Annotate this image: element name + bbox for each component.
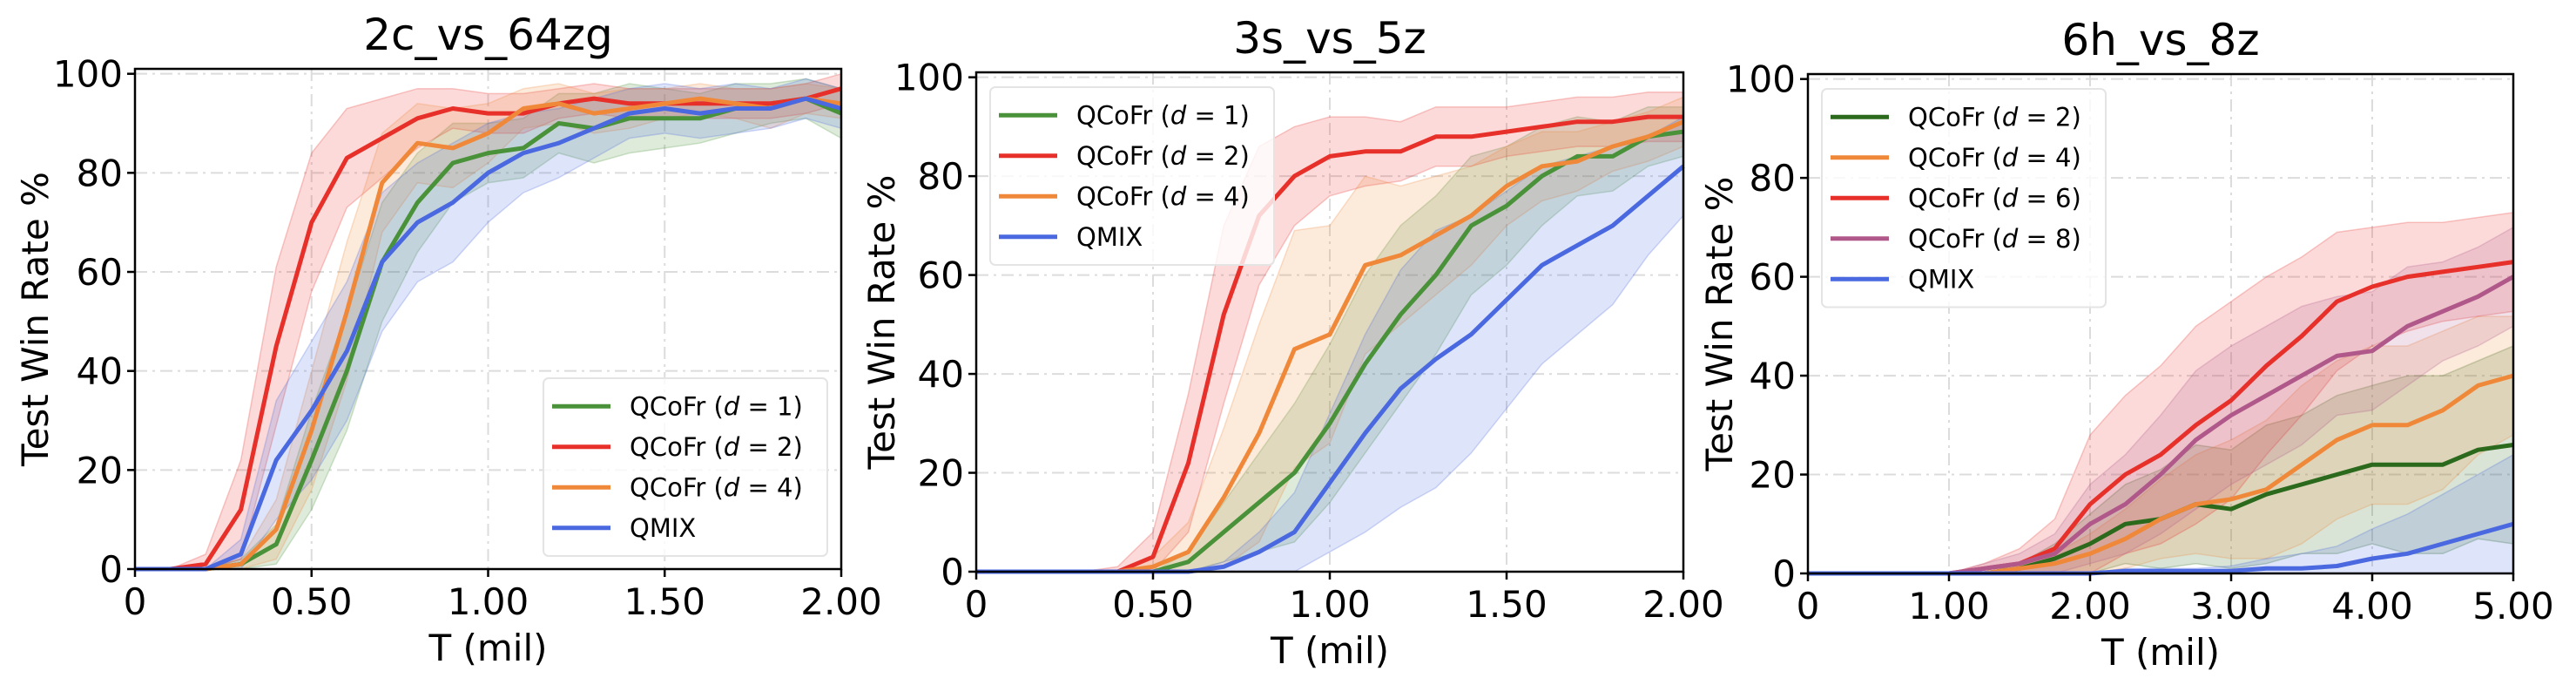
legend-item: QCoFr (d = 8) <box>1831 224 2081 254</box>
y-tick-label: 100 <box>894 57 964 99</box>
y-tick-label: 20 <box>1750 454 1796 497</box>
x-tick-label: 5.00 <box>2472 585 2554 627</box>
y-tick-label: 100 <box>1726 58 1796 101</box>
legend-box <box>543 377 828 557</box>
y-tick-label: 80 <box>918 155 964 198</box>
x-tick-label: 2.00 <box>800 580 882 623</box>
y-tick-label: 40 <box>918 353 964 396</box>
legend-label: QCoFr (d = 2) <box>1908 102 2081 132</box>
legend-item: QCoFr (d = 4) <box>1831 143 2081 173</box>
x-axis-label: T (mil) <box>428 627 547 669</box>
x-tick-label: 0 <box>124 580 147 623</box>
y-tick-label: 0 <box>941 551 964 593</box>
subplot-1: 0 0.50 1.00 1.50 2.00 0 20 40 60 80 100 2c_vs_64zg T… <box>14 10 882 669</box>
subplot-title: 2c_vs_64zg <box>363 10 613 60</box>
x-tick-label: 1.00 <box>448 580 529 623</box>
legend-item: QCoFr (d = 2) <box>1831 102 2081 132</box>
legend-box <box>989 86 1275 266</box>
y-tick-label: 20 <box>77 449 123 492</box>
y-tick-label: 100 <box>53 53 123 96</box>
x-axis-label: T (mil) <box>1270 629 1389 672</box>
y-tick-label: 80 <box>77 152 123 194</box>
series-line-4 <box>135 96 842 572</box>
y-axis-label: Test Win Rate % <box>1698 177 1741 472</box>
subplot-title: 3s_vs_5z <box>1233 13 1426 64</box>
y-tick-label: 40 <box>77 350 123 393</box>
legend-label: QCoFr (d = 2) <box>1076 141 1250 171</box>
legend-label: QCoFr (d = 2) <box>630 432 803 462</box>
x-tick-label: 1.00 <box>1289 583 1371 626</box>
y-tick-label: 60 <box>918 254 964 297</box>
legend: QCoFr (d = 1) QCoFr (d = 2) QCoFr (d = 4) Q… <box>543 377 828 557</box>
x-tick-label: 0.50 <box>1112 583 1194 626</box>
axes-frame <box>1806 72 2515 575</box>
x-tick-label: 1.50 <box>624 580 705 623</box>
legend-label: QCoFr (d = 1) <box>1076 100 1250 130</box>
x-tick-label: 0 <box>965 583 988 626</box>
legend-label: QCoFr (d = 4) <box>630 472 803 502</box>
legend-item: QMIX <box>1831 264 1974 294</box>
legend-box <box>1821 88 2107 308</box>
legend-label: QMIX <box>1076 222 1143 252</box>
legend: QCoFr (d = 1) QCoFr (d = 2) QCoFr (d = 4) Q… <box>989 86 1275 266</box>
subplot-2: 0 0.50 1.00 1.50 2.00 0 20 40 60 80 100 3s_vs_5z T (… <box>860 13 1724 672</box>
legend-label: QMIX <box>630 513 696 543</box>
x-tick-label: 1.00 <box>1908 585 1990 627</box>
y-axis-label: Test Win Rate % <box>860 175 903 471</box>
legend-item: QCoFr (d = 4) <box>999 181 1250 211</box>
y-tick-label: 80 <box>1750 157 1796 200</box>
legend-label: QCoFr (d = 6) <box>1908 183 2081 213</box>
legend-label: QCoFr (d = 4) <box>1076 181 1250 211</box>
series-line-3 <box>135 96 842 572</box>
legend-label: QCoFr (d = 4) <box>1908 143 2081 173</box>
legend-item: QMIX <box>999 222 1143 252</box>
y-tick-label: 0 <box>99 548 123 591</box>
legend-item: QCoFr (d = 1) <box>999 100 1250 130</box>
legend-item: QCoFr (d = 2) <box>999 141 1250 171</box>
y-tick-label: 0 <box>1772 553 1796 595</box>
legend: QCoFr (d = 2) QCoFr (d = 4) QCoFr (d = 6) Q… <box>1821 88 2107 308</box>
legend-item: QMIX <box>552 513 696 543</box>
subplot-3: 0 1.00 2.00 3.00 4.00 5.00 0 20 40 60 80 100 6h_vs_8… <box>1698 15 2554 674</box>
legend-label: QMIX <box>1908 264 1974 294</box>
legend-item: QCoFr (d = 6) <box>1831 183 2081 213</box>
x-tick-label: 2.00 <box>1642 583 1724 626</box>
legend-label: QCoFr (d = 8) <box>1908 224 2081 254</box>
legend-item: QCoFr (d = 1) <box>552 391 803 421</box>
x-tick-label: 2.00 <box>2049 585 2131 627</box>
x-tick-label: 1.50 <box>1466 583 1548 626</box>
legend-item: QCoFr (d = 4) <box>552 472 803 502</box>
legend-label: QCoFr (d = 1) <box>630 391 803 421</box>
legend-item: QCoFr (d = 2) <box>552 432 803 462</box>
x-tick-label: 4.00 <box>2331 585 2413 627</box>
y-tick-label: 60 <box>1750 256 1796 299</box>
x-tick-label: 3.00 <box>2190 585 2272 627</box>
x-tick-label: 0.50 <box>271 580 353 623</box>
y-tick-label: 20 <box>918 452 964 495</box>
y-axis-label: Test Win Rate % <box>14 172 57 467</box>
y-tick-label: 60 <box>77 251 123 294</box>
y-tick-label: 40 <box>1750 355 1796 397</box>
subplot-title: 6h_vs_8z <box>2061 15 2259 65</box>
x-tick-label: 0 <box>1797 585 1820 627</box>
x-axis-label: T (mil) <box>2101 631 2220 674</box>
